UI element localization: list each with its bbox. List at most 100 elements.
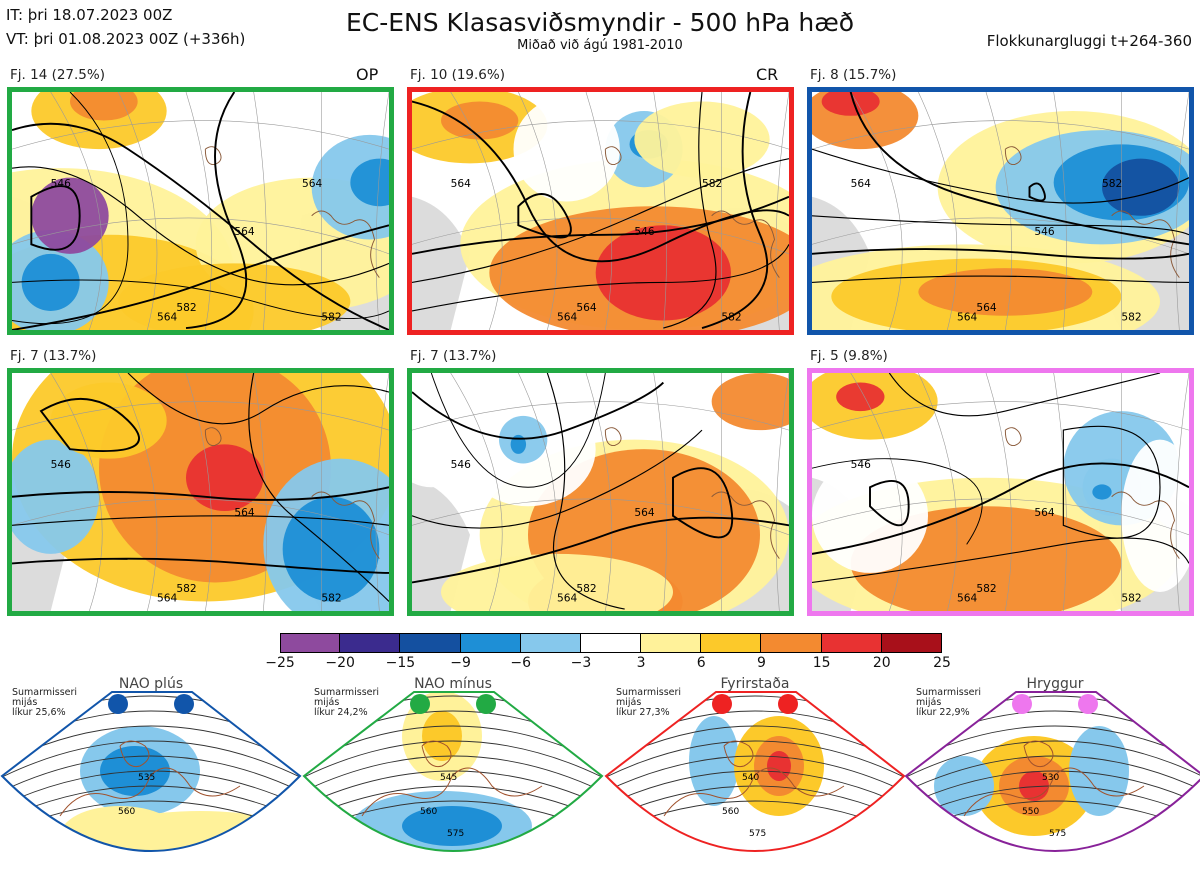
contour-label: 564 [234, 507, 255, 519]
regime-marker-dot [1078, 694, 1098, 714]
colorbar-segment [520, 633, 581, 653]
regime-title: NAO plús [118, 676, 184, 692]
colorbar-tick-label: −15 [385, 655, 416, 671]
colorbar-tick-label: 9 [756, 655, 766, 671]
cluster-map-panel: 546 564 564 582 [407, 368, 794, 616]
contour-label: 564 [557, 312, 578, 324]
regime-note: Sumarmisseri mijás líkur 27,3% [616, 688, 681, 718]
regime-note: Sumarmisseri mijás líkur 22,9% [916, 688, 981, 718]
regime-contour-label: 575 [749, 829, 766, 839]
regime-panel: 545 560 575 NAO mínus Sumarmisseri mijás líkur… [302, 676, 604, 871]
contour-label: 582 [702, 178, 722, 190]
contour-label: 582 [976, 583, 996, 595]
contour-label: 582 [576, 583, 596, 595]
init-time: IT: þri 18.07.2023 00Z [6, 6, 173, 24]
colorbar-segment [641, 633, 702, 653]
regime-panel: 535 560 NAO plús Sumarmisseri mijás líkur 25,… [0, 676, 302, 871]
panel-label: Fj. 5 (9.8%) [810, 348, 888, 364]
contour-label: 564 [957, 312, 978, 324]
colorbar-tick-label: 20 [872, 655, 891, 671]
contour-label: 564 [1034, 507, 1055, 519]
contour-label: 582 [721, 312, 741, 324]
regime-note: Sumarmisseri mijás líkur 25,6% [12, 688, 77, 718]
regime-marker-dot [778, 694, 798, 714]
colorbar-segment [881, 633, 942, 653]
panel-label: Fj. 10 (19.6%) [410, 67, 505, 83]
colorbar-segment [701, 633, 762, 653]
regime-marker-dot [410, 694, 430, 714]
contour-label: 564 [157, 312, 178, 324]
regime-marker-dot [712, 694, 732, 714]
regime-note-line: Sumarmisseri [12, 687, 78, 698]
colorbar-tick-label: −20 [325, 655, 355, 671]
regime-note-line: mijás [616, 697, 642, 708]
regime-contour-label: 575 [1049, 829, 1066, 839]
contour-label: 546 [51, 459, 72, 471]
regime-note-line: líkur 24,2% [314, 707, 368, 718]
page-title: EC-ENS Klasasviðsmyndir - 500 hPa hæð [345, 8, 855, 37]
regime-contour-label: 535 [138, 773, 155, 783]
colorbar-tick-label: −3 [570, 655, 592, 671]
contour-label: 564 [957, 593, 978, 605]
contour-label: 582 [176, 302, 196, 314]
colorbar-tick-label: −6 [510, 655, 532, 671]
regime-panel: 540 560 575 Fyrirstaða Sumarmisseri mijás líku… [604, 676, 906, 871]
contour-label: 582 [176, 583, 196, 595]
cluster-map-panel: 564 546 564 564 582 582 [407, 87, 794, 335]
regime-marker-dot [174, 694, 194, 714]
colorbar-segment [821, 633, 882, 653]
cluster-map-panel: 546 564 564 582 582 564 [7, 87, 394, 335]
valid-time: VT: þri 01.08.2023 00Z (+336h) [6, 30, 246, 48]
panel-label: Fj. 8 (15.7%) [810, 67, 897, 83]
contour-label: 564 [234, 226, 255, 238]
contour-label: 546 [851, 459, 872, 471]
contour-label: 582 [1121, 593, 1141, 605]
regime-note: Sumarmisseri mijás líkur 24,2% [314, 688, 379, 718]
anomaly-colorbar [280, 633, 942, 653]
regime-contour-label: 560 [118, 807, 135, 817]
contour-label: 546 [1034, 226, 1055, 238]
regime-contour-label: 575 [447, 829, 464, 839]
regime-note-line: líkur 22,9% [916, 707, 970, 718]
colorbar-segment [460, 633, 521, 653]
colorbar-segment [280, 633, 341, 653]
colorbar-segment [580, 633, 642, 653]
contour-label: 564 [557, 593, 578, 605]
colorbar-tick-label: −25 [265, 655, 295, 671]
contour-label: 564 [302, 178, 323, 190]
colorbar-segment [340, 633, 401, 653]
regime-contour-label: 545 [440, 773, 457, 783]
colorbar-tick-label: 6 [696, 655, 706, 671]
regime-contour-label: 540 [742, 773, 759, 783]
regime-title: Hryggur [1026, 676, 1084, 692]
panel-tag: CR [756, 65, 779, 84]
panel-label: Fj. 7 (13.7%) [10, 348, 97, 364]
contour-label: 564 [451, 178, 472, 190]
regime-note-line: líkur 25,6% [12, 707, 66, 718]
regime-panel: 530 550 575 Hryggur Sumarmisseri mijás líkur 2… [904, 676, 1200, 871]
contour-label: 564 [851, 178, 872, 190]
regime-contour-label: 530 [1042, 773, 1059, 783]
regime-title: Fyrirstaða [720, 676, 790, 692]
contour-label: 582 [321, 593, 341, 605]
cluster-map-panel: 546 564 564 582 582 [807, 368, 1194, 616]
regime-marker-dot [476, 694, 496, 714]
regime-marker-dot [108, 694, 128, 714]
page-subtitle: Miðað við ágú 1981-2010 [517, 38, 683, 53]
contour-label: 582 [1102, 178, 1122, 190]
colorbar-segment [400, 633, 461, 653]
cluster-map-panel: 546 564 564 582 582 [7, 368, 394, 616]
regime-title: NAO mínus [414, 676, 492, 692]
regime-note-line: mijás [314, 697, 340, 708]
regime-contour-label: 550 [1022, 807, 1039, 817]
regime-note-line: líkur 27,3% [616, 707, 670, 718]
regime-contour-label: 560 [420, 807, 437, 817]
regime-note-line: Sumarmisseri [916, 687, 982, 698]
contour-label: 564 [576, 302, 597, 314]
contour-label: 582 [1121, 312, 1141, 324]
regime-marker-dot [1012, 694, 1032, 714]
